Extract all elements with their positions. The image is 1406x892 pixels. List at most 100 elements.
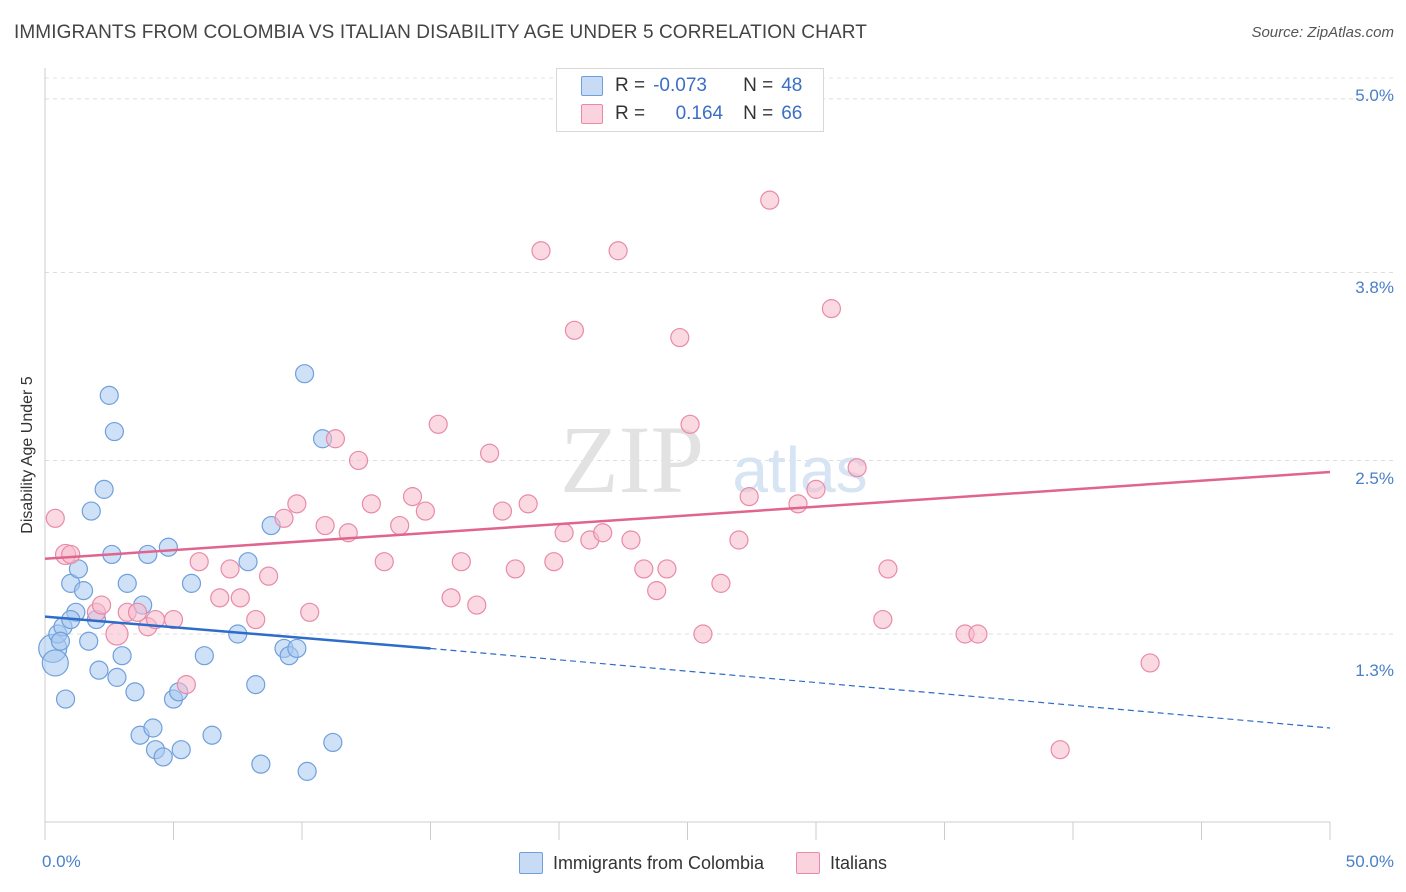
stats-box: R = -0.073 N = 48 R = 0.164 N = 66 (556, 68, 824, 132)
data-point (847, 458, 867, 478)
y-tick-label: 2.5% (1355, 469, 1394, 488)
data-point (181, 573, 202, 593)
data-point (428, 414, 448, 434)
data-point (693, 624, 713, 644)
trend-line (44, 470, 1331, 561)
legend-swatch (518, 852, 543, 874)
data-point (125, 682, 145, 702)
data-point (361, 494, 381, 514)
data-point (238, 552, 258, 572)
chart-title: IMMIGRANTS FROM COLOMBIA VS ITALIAN DISA… (14, 22, 867, 43)
source-label: Source: ZipAtlas.com (1251, 24, 1394, 41)
data-point (608, 241, 628, 261)
n-value: 48 (781, 75, 803, 96)
x-tick-label: 50.0% (1345, 852, 1394, 871)
y-tick-label: 3.8% (1355, 278, 1394, 297)
data-point (202, 725, 222, 745)
data-point (323, 732, 343, 753)
data-point (287, 638, 307, 659)
data-point (246, 609, 266, 630)
data-point (158, 537, 178, 557)
data-point (518, 494, 538, 514)
data-point (112, 646, 132, 666)
data-point (297, 761, 317, 781)
data-point (107, 667, 127, 687)
data-point (531, 241, 551, 261)
data-point (873, 609, 893, 630)
stats-row-colombia: R = -0.073 N = 48 (581, 73, 802, 99)
data-point (390, 515, 410, 536)
italians-swatch (581, 104, 603, 124)
y-tick-label: 1.3% (1355, 661, 1394, 680)
data-point (647, 581, 667, 601)
legend-item-colombia: Immigrants from Colombia (518, 852, 764, 874)
data-point (45, 508, 65, 528)
r-label: R = (615, 103, 646, 124)
data-point (348, 450, 369, 471)
data-point (91, 595, 112, 615)
data-point (294, 364, 315, 384)
data-point (1140, 653, 1160, 673)
data-point (760, 190, 780, 210)
r-value: -0.073 (653, 75, 707, 96)
data-point (325, 429, 346, 449)
data-point (492, 501, 513, 521)
legend: Immigrants from Colombia Italians (0, 852, 1406, 874)
data-point (680, 414, 700, 434)
data-point (210, 588, 230, 608)
data-point (189, 552, 209, 572)
data-point (374, 552, 394, 572)
data-point (300, 602, 320, 622)
data-point (480, 443, 500, 463)
data-point (788, 494, 808, 514)
data-point (81, 501, 101, 521)
y-tick-label: 5.0% (1355, 86, 1394, 105)
data-point (729, 530, 749, 550)
data-point (230, 588, 250, 608)
data-point (153, 747, 173, 767)
trend-line-extension (430, 647, 1331, 729)
data-point (968, 624, 988, 644)
data-point (287, 494, 307, 514)
data-point (274, 508, 294, 528)
stats-row-italians: R = 0.164 N = 66 (581, 101, 802, 127)
data-point (94, 479, 114, 499)
colombia-swatch (581, 76, 603, 96)
data-point (806, 479, 826, 499)
n-value: 66 (781, 103, 803, 124)
data-point (467, 595, 487, 615)
data-point (878, 559, 898, 579)
trend-line (44, 615, 431, 650)
data-point (258, 566, 279, 586)
data-point (1050, 740, 1070, 760)
data-point (670, 327, 690, 348)
data-point (143, 718, 163, 738)
data-point (415, 501, 435, 521)
data-point (544, 552, 564, 572)
legend-label: Immigrants from Colombia (552, 852, 764, 873)
data-point (634, 559, 654, 579)
data-point (251, 754, 271, 774)
data-point (79, 631, 99, 651)
data-point (73, 581, 94, 601)
data-point (505, 559, 525, 579)
y-axis-label: Disability Age Under 5 (19, 376, 36, 534)
data-point (220, 559, 240, 579)
data-point (176, 675, 196, 695)
r-value: 0.164 (675, 103, 724, 124)
data-point (711, 573, 731, 593)
data-point (441, 588, 461, 608)
data-point (451, 552, 471, 572)
legend-item-italians: Italians (796, 852, 887, 874)
data-point (61, 544, 81, 565)
x-tick-label: 0.0% (42, 852, 81, 871)
data-point (821, 299, 842, 319)
data-point (138, 544, 158, 565)
data-point (739, 487, 759, 507)
data-point (50, 631, 71, 651)
data-point (564, 320, 585, 340)
data-point (55, 689, 76, 709)
r-label: R = (615, 75, 646, 96)
data-point (554, 523, 574, 543)
